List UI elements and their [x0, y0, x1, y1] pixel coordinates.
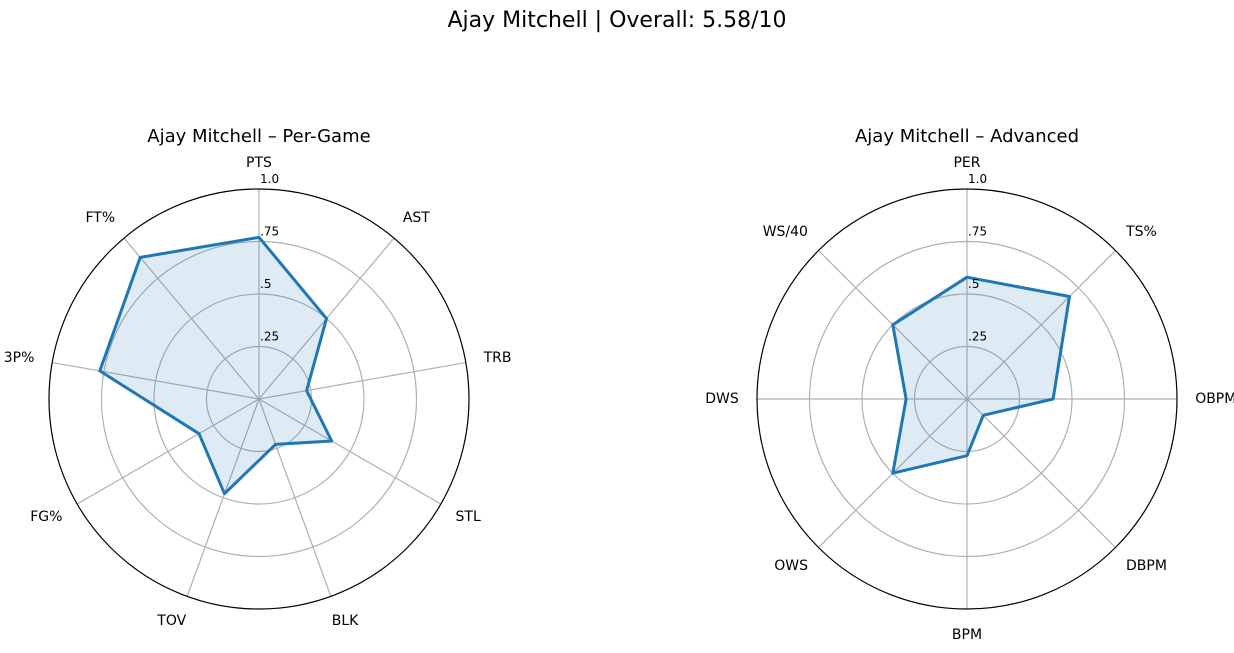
category-label: OWS — [774, 558, 808, 574]
grid-spoke — [76, 398, 260, 505]
category-label: OBPM — [1195, 391, 1234, 407]
grid-spoke — [123, 237, 260, 400]
category-label: FG% — [30, 509, 62, 525]
grid-spoke — [258, 361, 466, 400]
grid-spoke — [966, 250, 1116, 400]
radial-tick-label: .5 — [968, 277, 979, 291]
category-label: WS/40 — [763, 224, 808, 240]
category-label: TRB — [483, 350, 512, 366]
category-label: 3P% — [4, 350, 35, 366]
grid-spoke — [258, 398, 332, 597]
chart-title: Ajay Mitchell – Advanced — [855, 126, 1079, 147]
radial-tick-label: .75 — [260, 225, 279, 239]
category-label: AST — [403, 210, 430, 226]
chart-title: Ajay Mitchell – Per-Game — [147, 126, 370, 147]
grid-spoke — [258, 398, 442, 505]
grid-spoke — [186, 398, 260, 597]
radial-tick-label: .75 — [968, 225, 987, 239]
outer-frame — [756, 188, 1178, 610]
radial-tick-label: 1.0 — [260, 172, 279, 186]
category-label: TS% — [1125, 224, 1157, 240]
radar-chart-2: Ajay Mitchell – Advanced PER TS% OBPM DBPM BP… — [705, 126, 1234, 643]
data-line — [98, 235, 334, 496]
category-label: BPM — [952, 627, 982, 643]
grid-spoke — [966, 398, 1116, 548]
category-label: PER — [953, 155, 980, 171]
grid-spoke — [52, 361, 260, 400]
radial-tick-label: .5 — [260, 277, 271, 291]
category-label: DWS — [705, 391, 739, 407]
outer-frame — [48, 188, 470, 610]
category-label: STL — [456, 509, 481, 525]
radial-tick-label: 1.0 — [968, 172, 987, 186]
category-label: DBPM — [1126, 558, 1167, 574]
radial-tick-label: .25 — [968, 330, 987, 344]
radar-chart-1: Ajay Mitchell – Per-Game PTS AST TRB STL BLK T… — [4, 126, 512, 629]
data-area — [892, 277, 1070, 474]
figure-title: Ajay Mitchell | Overall: 5.58/10 — [447, 8, 787, 33]
category-label: PTS — [246, 155, 272, 171]
category-label: BLK — [332, 613, 359, 629]
data-area — [99, 237, 332, 494]
radial-tick-label: .25 — [260, 330, 279, 344]
category-label: TOV — [156, 613, 186, 629]
category-label: FT% — [86, 210, 116, 226]
